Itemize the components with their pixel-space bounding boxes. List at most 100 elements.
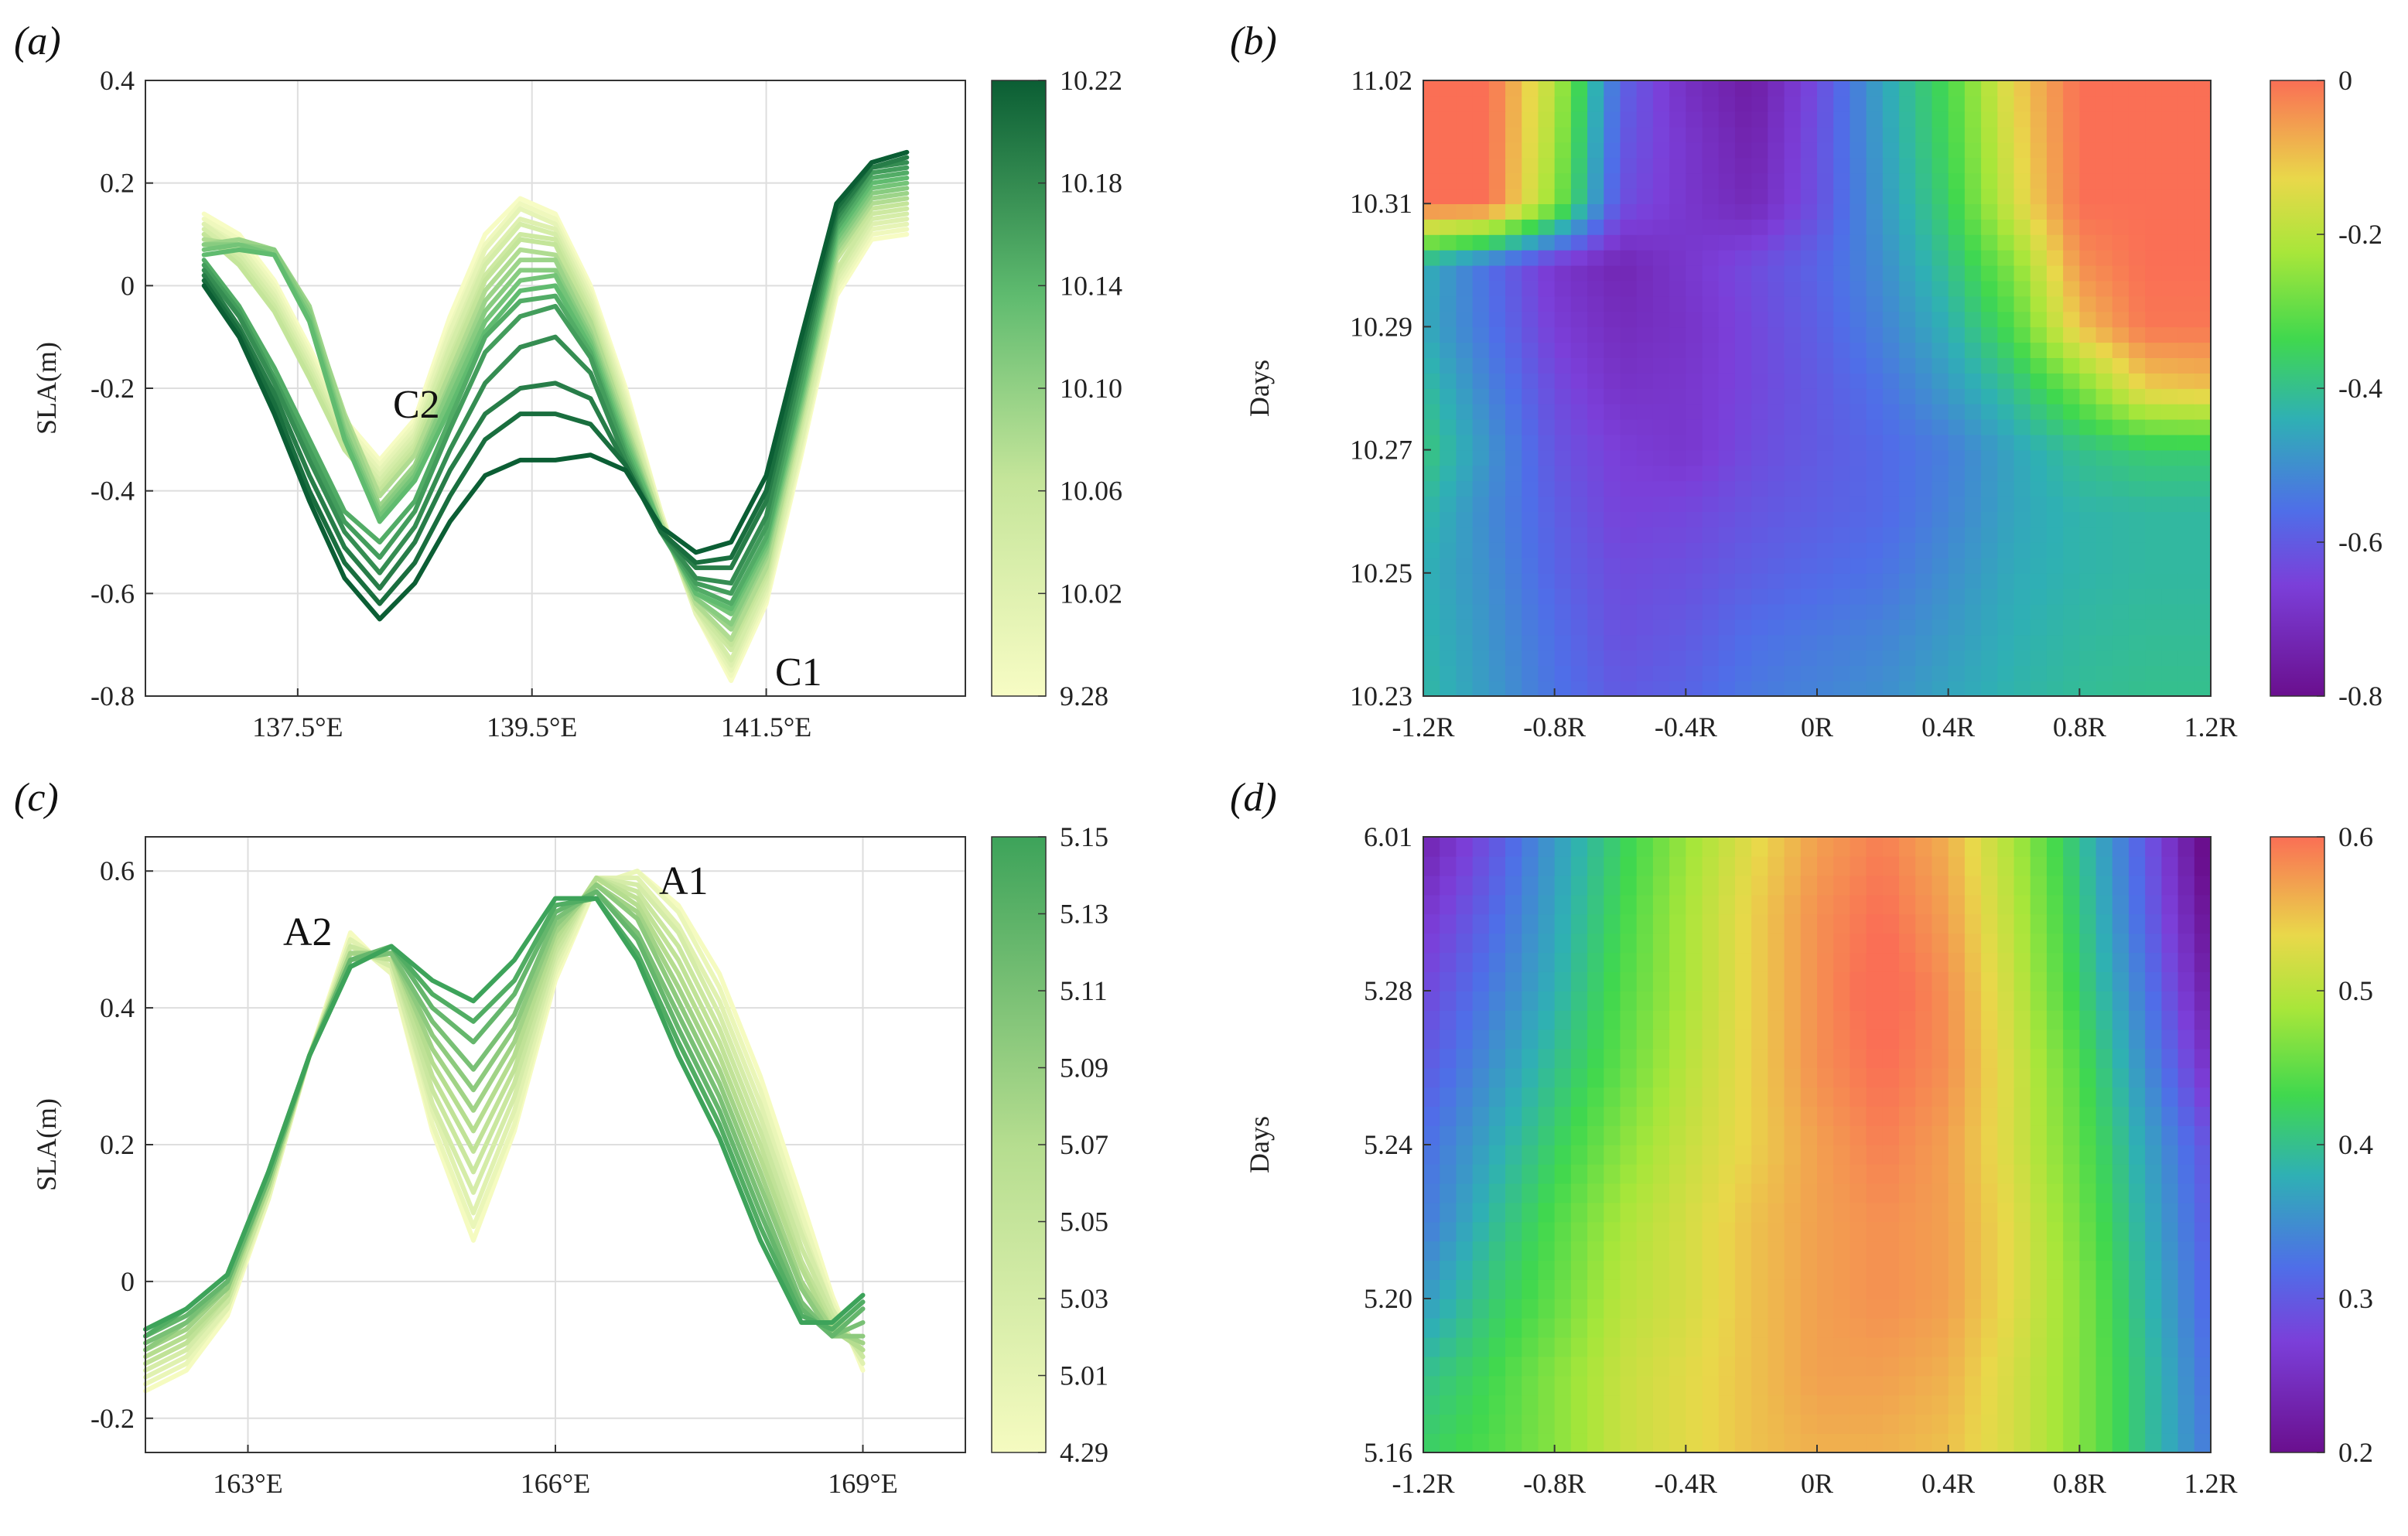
heatmap-cell <box>1932 1202 1949 1223</box>
heatmap-cell <box>2046 913 2064 934</box>
heatmap-cell <box>2046 511 2064 527</box>
heatmap-cell <box>1522 511 1539 527</box>
heatmap-cell <box>1768 1433 1785 1453</box>
heatmap-cell <box>1932 203 1949 220</box>
heatmap-cell <box>1833 875 1851 896</box>
heatmap-cell <box>2161 933 2179 954</box>
heatmap-cell <box>1440 342 1457 358</box>
y-tick-label: 5.16 <box>1364 1437 1412 1468</box>
heatmap-cell <box>1522 855 1539 876</box>
heatmap-cell <box>2046 1317 2064 1338</box>
heatmap-cell <box>2177 449 2195 466</box>
heatmap-cell <box>2079 1317 2097 1338</box>
heatmap-cell <box>1604 619 1621 636</box>
heatmap-cell <box>2046 342 2064 358</box>
heatmap-cell <box>1505 1414 1523 1434</box>
heatmap-cell <box>1505 875 1523 896</box>
heatmap-cell <box>1751 449 1769 466</box>
heatmap-cell <box>2194 496 2212 512</box>
heatmap-cell <box>2194 971 2212 992</box>
heatmap-cell <box>1915 234 1933 251</box>
heatmap-cell <box>2145 511 2163 527</box>
heatmap-cell <box>2095 1433 2113 1453</box>
heatmap-cell <box>2177 1048 2195 1069</box>
heatmap-cell <box>1718 1356 1736 1377</box>
heatmap-cell <box>1702 1317 1720 1338</box>
heatmap-cell <box>1636 634 1654 651</box>
heatmap-cell <box>2194 172 2212 189</box>
heatmap-cell <box>1800 311 1818 328</box>
heatmap-cell <box>1899 311 1917 328</box>
heatmap-cell <box>1636 1067 1654 1088</box>
heatmap-cell <box>1423 542 1441 558</box>
heatmap-cell <box>1522 1163 1539 1184</box>
heatmap-cell <box>1768 1260 1785 1280</box>
heatmap-cell <box>1472 465 1490 482</box>
heatmap-cell <box>1915 1375 1933 1396</box>
panel-label-d: (d) <box>1230 776 1277 820</box>
heatmap-cell <box>1948 991 1966 1011</box>
heatmap-cell <box>1817 933 1835 954</box>
heatmap-cell <box>1686 95 1703 112</box>
heatmap-cell <box>1800 1067 1818 1088</box>
heatmap-cell <box>1652 126 1670 143</box>
heatmap-cell <box>1538 373 1556 389</box>
heatmap-cell <box>2095 894 2113 915</box>
heatmap-cell <box>2128 603 2146 620</box>
heatmap-cell <box>1734 157 1752 174</box>
heatmap-cell <box>2030 1317 2048 1338</box>
heatmap-cell <box>1636 403 1654 420</box>
heatmap-cell <box>1948 933 1966 954</box>
heatmap-cell <box>1554 1029 1572 1050</box>
heatmap-cell <box>1833 357 1851 374</box>
heatmap-cell <box>1948 357 1966 374</box>
heatmap-cell <box>1817 111 1835 128</box>
heatmap-cell <box>1800 933 1818 954</box>
heatmap-cell <box>1538 1299 1556 1319</box>
heatmap-cell <box>2063 971 2081 992</box>
heatmap-cell <box>1570 991 1588 1011</box>
heatmap-cell <box>1882 465 1900 482</box>
heatmap-cell <box>2079 1106 2097 1126</box>
heatmap-cell <box>1882 1067 1900 1088</box>
heatmap-cell <box>1620 527 1638 543</box>
heatmap-cell <box>1456 1202 1474 1223</box>
heatmap-cell <box>1652 249 1670 266</box>
heatmap-cell <box>1587 157 1605 174</box>
heatmap-cell <box>1423 357 1441 374</box>
heatmap-cell <box>2145 1375 2163 1396</box>
heatmap-cell <box>1505 172 1523 189</box>
heatmap-cell <box>2095 1241 2113 1261</box>
heatmap-cell <box>1488 249 1506 266</box>
heatmap-cell <box>1882 681 1900 697</box>
heatmap-cell <box>1686 418 1703 435</box>
heatmap-cell <box>1669 527 1687 543</box>
heatmap-cell <box>1456 142 1474 159</box>
heatmap-cell <box>1472 326 1490 343</box>
y-tick-label: -0.8 <box>91 681 135 712</box>
heatmap-cell <box>2161 1183 2179 1203</box>
heatmap-cell <box>1686 480 1703 497</box>
heatmap-cell <box>2030 557 2048 574</box>
heatmap-cell <box>2145 95 2163 112</box>
heatmap-cell <box>1669 837 1687 857</box>
heatmap-cell <box>1932 111 1949 128</box>
heatmap-cell <box>1636 1048 1654 1069</box>
heatmap-cell <box>2145 203 2163 220</box>
heatmap-cell <box>1522 1106 1539 1126</box>
heatmap-cell <box>1570 971 1588 992</box>
heatmap-cell <box>1964 1279 1982 1299</box>
heatmap-cell <box>1423 991 1441 1011</box>
heatmap-cell <box>1899 650 1917 666</box>
heatmap-cell <box>1866 172 1884 189</box>
heatmap-cell <box>1554 80 1572 97</box>
heatmap-cell <box>2177 1279 2195 1299</box>
heatmap-cell <box>1751 172 1769 189</box>
heatmap-cell <box>2095 634 2113 651</box>
heatmap-cell <box>2112 265 2130 282</box>
heatmap-cell <box>1817 434 1835 451</box>
heatmap-cell <box>1440 188 1457 204</box>
heatmap-cell <box>2177 95 2195 112</box>
heatmap-cell <box>1768 913 1785 934</box>
heatmap-cell <box>1604 1260 1621 1280</box>
